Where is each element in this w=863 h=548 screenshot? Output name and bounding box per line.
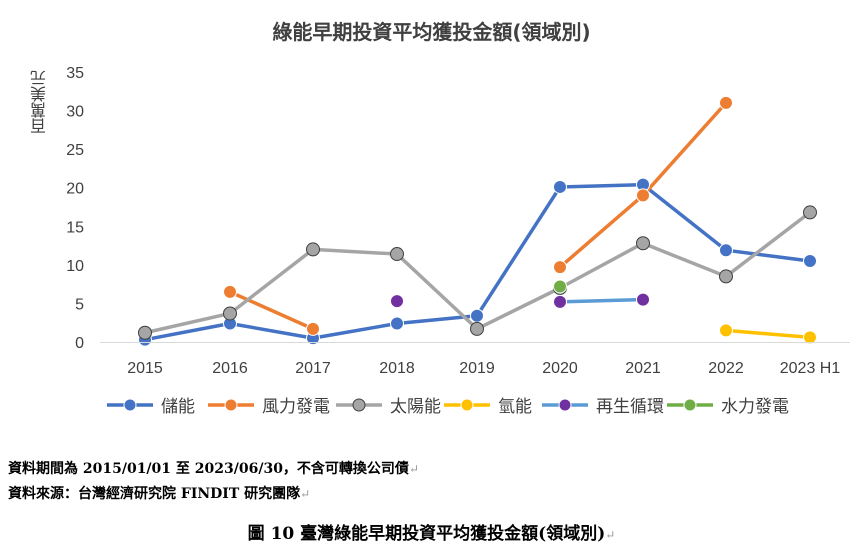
data-point	[719, 269, 733, 284]
data-point	[470, 308, 484, 323]
data-point	[223, 284, 237, 299]
data-point	[306, 242, 320, 257]
return-mark: ↵	[408, 462, 419, 476]
legend-item: 太陽能	[334, 392, 441, 417]
return-mark: ↵	[605, 528, 616, 542]
data-period-note: 資料期間為 2015/01/01 至 2023/06/30，不含可轉換公司債↵	[8, 458, 419, 478]
legend-marker	[460, 398, 474, 411]
legend-marker	[683, 398, 697, 411]
legend-marker	[352, 398, 366, 411]
legend-swatch	[208, 398, 254, 411]
data-point	[719, 243, 733, 258]
legend-label: 再生循環	[596, 397, 664, 417]
data-point	[390, 247, 404, 262]
x-tick-label: 2019	[459, 360, 495, 377]
legend-swatch	[336, 398, 382, 411]
legend-marker	[123, 398, 137, 411]
series-line	[725, 328, 811, 340]
line-chart: 0 5 10 15 20 25 30 35 2015 2016 2017 2018 2019 2020 20…	[66, 65, 850, 377]
legend-item: 再生循環	[540, 392, 664, 417]
data-source-note: 資料來源：台灣經濟研究院 FINDIT 研究團隊↵	[8, 483, 310, 503]
legend-label: 太陽能	[390, 397, 441, 417]
data-point	[223, 306, 237, 321]
y-tick-label: 25	[66, 142, 84, 159]
y-tick-label: 20	[66, 181, 84, 198]
legend-label: 氫能	[498, 397, 532, 417]
chart-title: 綠能早期投資平均獲投金額(領域別)	[272, 20, 591, 44]
y-tick-label: 0	[75, 335, 84, 352]
legend-swatch	[667, 398, 713, 411]
data-point	[553, 179, 567, 194]
data-point	[636, 236, 650, 251]
legend-swatch	[444, 398, 490, 411]
data-source-note-text: 資料來源：台灣經濟研究院 FINDIT 研究團隊	[8, 486, 301, 502]
data-point	[636, 292, 650, 307]
y-tick-label: 5	[75, 296, 84, 313]
legend-swatch	[107, 398, 153, 411]
data-point	[553, 279, 567, 294]
legend-marker	[224, 398, 238, 411]
data-point	[803, 205, 817, 220]
x-tick-label: 2022	[708, 360, 744, 377]
legend-item: 風力發電	[206, 392, 330, 417]
data-period-note-text: 資料期間為 2015/01/01 至 2023/06/30，不含可轉換公司債	[8, 461, 409, 477]
x-tick-label: 2015	[127, 360, 163, 377]
legend-item: 氫能	[442, 392, 532, 417]
figure-caption: 圖 10 臺灣綠能早期投資平均獲投金額(領域別)↵	[0, 519, 863, 544]
data-point	[719, 323, 733, 338]
figure-caption-text: 圖 10 臺灣綠能早期投資平均獲投金額(領域別)	[247, 524, 606, 544]
y-tick-label: 10	[66, 258, 84, 275]
legend-swatch	[542, 398, 588, 411]
x-tick-label: 2016	[212, 360, 248, 377]
return-mark: ↵	[300, 487, 311, 501]
x-tick-label: 2023 H1	[780, 360, 841, 377]
y-tick-label: 30	[66, 104, 84, 121]
data-point	[306, 321, 320, 336]
data-point	[553, 260, 567, 275]
legend-marker	[558, 398, 572, 411]
data-point	[803, 330, 817, 345]
data-point	[553, 294, 567, 309]
data-point	[390, 294, 404, 309]
x-tick-label: 2018	[379, 360, 415, 377]
chart-legend: 儲能 風力發電 太陽能 氫能 再生循環 水力發電	[0, 392, 863, 417]
y-tick-label: 15	[66, 219, 84, 236]
data-point	[138, 325, 152, 340]
legend-item: 儲能	[105, 392, 195, 417]
data-point	[470, 321, 484, 336]
series-line	[229, 290, 314, 331]
legend-label: 風力發電	[262, 397, 330, 417]
legend-item: 水力發電	[665, 392, 789, 417]
legend-label: 儲能	[161, 397, 195, 417]
legend-label: 水力發電	[721, 397, 789, 417]
data-point	[636, 188, 650, 203]
data-point	[390, 316, 404, 331]
x-tick-label: 2020	[542, 360, 578, 377]
series-line	[559, 297, 644, 304]
x-tick-label: 2017	[295, 360, 331, 377]
data-point	[719, 95, 733, 110]
data-point	[803, 254, 817, 268]
x-tick-label: 2021	[625, 360, 661, 377]
y-tick-label: 35	[66, 65, 84, 82]
